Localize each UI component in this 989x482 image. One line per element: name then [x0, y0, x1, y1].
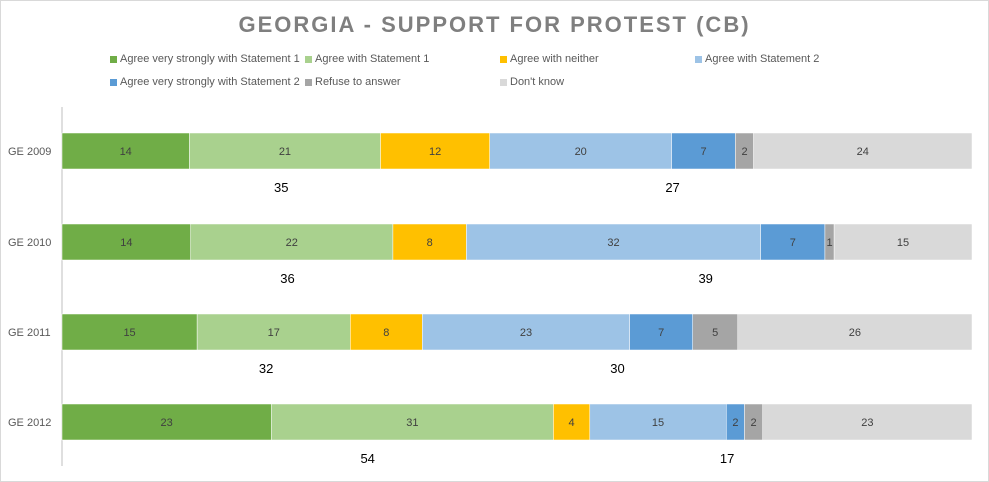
- data-label: 23: [161, 417, 173, 429]
- data-label: 15: [897, 237, 909, 249]
- bar-segment: [737, 313, 973, 351]
- legend-label: Agree very strongly with Statement 2: [120, 76, 300, 88]
- chart-title: GEORGIA - SUPPORT FOR PROTEST (CB): [238, 12, 751, 37]
- legend: Agree very strongly with Statement 1 Agre…: [110, 53, 870, 97]
- bar-segment: [392, 223, 467, 261]
- bar-segment: [762, 403, 973, 441]
- category-label: GE 2009: [8, 146, 51, 158]
- data-label: 22: [286, 237, 298, 249]
- bar-segment: [190, 223, 394, 261]
- legend-label: Agree very strongly with Statement 1: [120, 53, 300, 65]
- category-label: GE 2011: [8, 327, 51, 339]
- data-label: 26: [849, 327, 861, 339]
- data-label: 8: [383, 327, 389, 339]
- bar-segment: [629, 313, 693, 351]
- legend-swatch: [110, 55, 117, 63]
- data-label: 2: [751, 417, 757, 429]
- legend-swatch: [305, 55, 312, 63]
- category-label: GE 2010: [8, 237, 51, 249]
- data-label: 23: [861, 417, 873, 429]
- statement2-total-label: 39: [698, 271, 712, 286]
- data-label: 24: [857, 146, 869, 158]
- data-label: 23: [520, 327, 532, 339]
- legend-swatch: [110, 78, 117, 86]
- legend-label: Agree with neither: [510, 53, 599, 65]
- bar-segment: [422, 313, 630, 351]
- data-label: 8: [427, 237, 433, 249]
- bar-segment: [692, 313, 738, 351]
- bar-segment: [589, 403, 727, 441]
- bar-segment: [466, 223, 761, 261]
- bar-segment: [196, 313, 351, 351]
- data-label: 32: [607, 237, 619, 249]
- bar-segment: [553, 403, 591, 441]
- statement1-total-label: 35: [274, 180, 288, 195]
- data-label: 14: [120, 146, 132, 158]
- data-label: 21: [279, 146, 291, 158]
- data-label: 7: [790, 237, 796, 249]
- legend-item: Don't know: [500, 76, 564, 88]
- statement1-total-label: 54: [360, 451, 374, 466]
- data-label: 7: [658, 327, 664, 339]
- category-label: GE 2012: [8, 417, 51, 429]
- bar-segment: [61, 403, 272, 441]
- statement1-total-label: 36: [280, 271, 294, 286]
- statement1-total-label: 32: [259, 361, 273, 376]
- legend-item: Agree very strongly with Statement 1: [110, 53, 300, 65]
- data-label: 20: [575, 146, 587, 158]
- bar-segment: [671, 132, 736, 170]
- data-label: 31: [406, 417, 418, 429]
- bar-segment: [61, 313, 198, 351]
- data-label: 2: [741, 146, 747, 158]
- legend-item: Agree very strongly with Statement 2: [110, 76, 300, 88]
- bar-segment: [61, 132, 190, 170]
- data-label: 17: [268, 327, 280, 339]
- statement2-total-label: 17: [720, 451, 734, 466]
- data-label: 5: [712, 327, 718, 339]
- data-label: 2: [732, 417, 738, 429]
- legend-swatch: [305, 78, 312, 86]
- statement2-total-label: 27: [665, 180, 679, 195]
- legend-item: Agree with neither: [500, 53, 599, 65]
- legend-label: Agree with Statement 2: [705, 53, 820, 65]
- bar-segment: [189, 132, 381, 170]
- statement2-total-label: 30: [610, 361, 624, 376]
- legend-label: Don't know: [510, 76, 565, 88]
- legend-item: Agree with Statement 2: [695, 53, 819, 65]
- bar-segment: [350, 313, 423, 351]
- bar-segment: [380, 132, 490, 170]
- bar-segment: [61, 223, 191, 261]
- data-label: 15: [123, 327, 135, 339]
- legend-swatch: [500, 78, 507, 86]
- data-label: 4: [569, 417, 575, 429]
- data-label: 14: [120, 237, 132, 249]
- bar-segment: [753, 132, 973, 170]
- legend-swatch: [500, 55, 507, 63]
- data-label: 7: [700, 146, 706, 158]
- legend-item: Agree with Statement 1: [305, 53, 429, 65]
- legend-label: Agree with Statement 1: [315, 53, 430, 65]
- legend-item: Refuse to answer: [305, 76, 401, 88]
- legend-swatch: [695, 55, 702, 63]
- legend-label: Refuse to answer: [315, 76, 401, 88]
- data-label: 1: [826, 237, 832, 249]
- bar-segment: [833, 223, 973, 261]
- bar-segment: [760, 223, 826, 261]
- bar-segment: [271, 403, 554, 441]
- data-label: 12: [429, 146, 441, 158]
- data-label: 15: [652, 417, 664, 429]
